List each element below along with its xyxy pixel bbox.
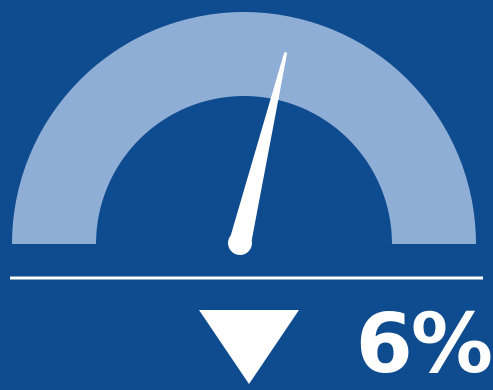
down-arrow-icon — [199, 310, 299, 384]
percent-value: 6% — [355, 297, 493, 390]
gauge-arc — [12, 12, 476, 244]
gauge-needle — [228, 52, 288, 255]
